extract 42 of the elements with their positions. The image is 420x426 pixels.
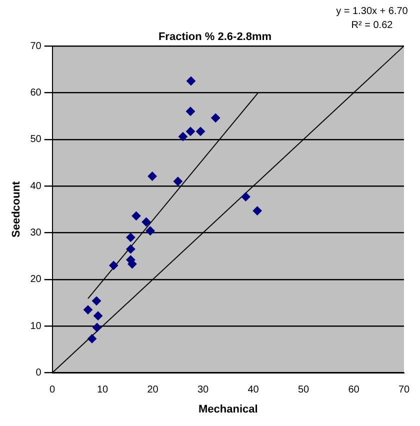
y-tick-label: 60 [30, 87, 42, 98]
point [94, 311, 103, 320]
x-tick-label: 60 [348, 384, 360, 396]
y-tick-label: 0 [36, 368, 42, 379]
x-tick-label: 20 [147, 384, 159, 396]
y-tick-label: 40 [30, 180, 42, 192]
point [196, 126, 206, 136]
point [241, 192, 250, 202]
chart-title: Fraction % 2.6-2.8mm [158, 31, 272, 43]
x-tick-label: 50 [298, 384, 310, 396]
x-tick-label: 40 [248, 384, 260, 396]
point [132, 211, 141, 220]
x-tick-label: 30 [197, 384, 210, 396]
y-tick-label: 30 [30, 227, 42, 238]
point [186, 126, 195, 136]
point [146, 226, 155, 236]
y-tick-label: 50 [30, 134, 42, 146]
text: y = 1.30x + 6.70 [336, 6, 408, 17]
y-tick-label: 10 [30, 320, 42, 332]
x-tick-label: 0 [50, 384, 56, 396]
point [142, 218, 151, 227]
point [83, 305, 92, 314]
point [252, 206, 262, 216]
x-tick-label: 70 [398, 384, 410, 396]
point [126, 232, 136, 242]
point [126, 244, 136, 254]
y-tick-label: 20 [30, 274, 42, 286]
point [186, 76, 196, 86]
point [92, 323, 102, 332]
point [88, 334, 97, 344]
point [92, 296, 102, 306]
text: R² = 0.62 [351, 20, 394, 31]
point [148, 172, 157, 181]
y-axis-title: Seedcount [10, 180, 23, 238]
x-axis-title: Mechanical [198, 403, 258, 416]
point [109, 260, 118, 270]
point [178, 132, 188, 142]
x-tick-label: 10 [97, 384, 109, 396]
point [173, 176, 182, 186]
point [211, 113, 220, 122]
point [186, 106, 195, 116]
y-tick-label: 70 [30, 40, 42, 52]
